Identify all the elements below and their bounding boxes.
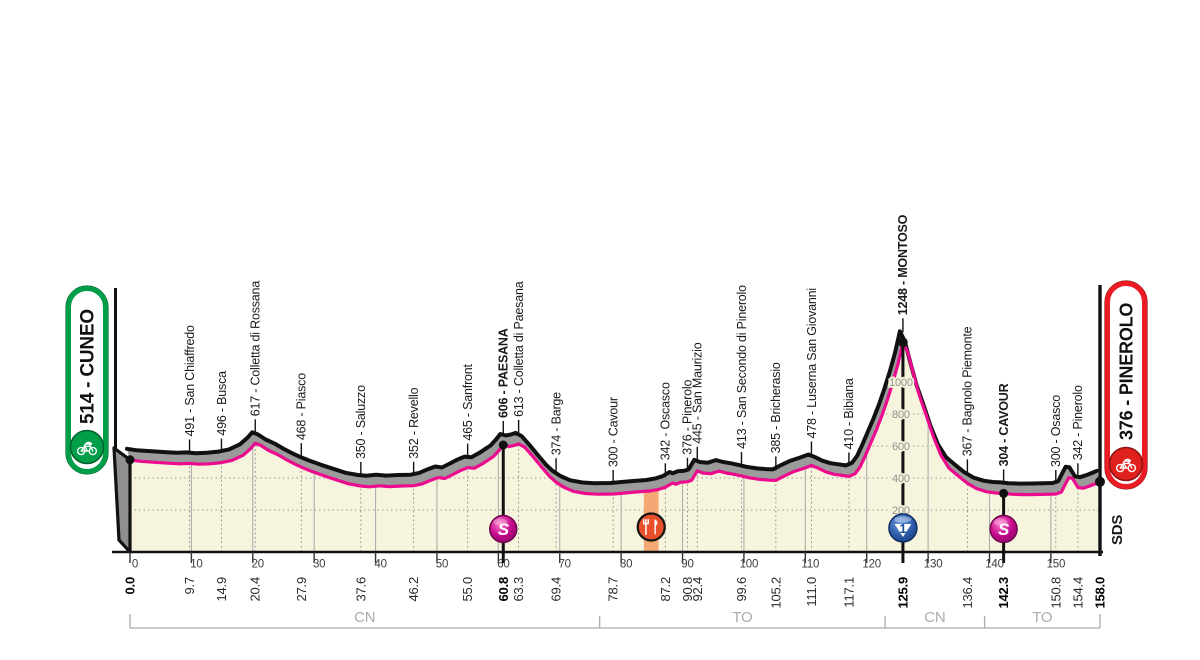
waypoint-label: 606 - PAESANA	[497, 328, 511, 418]
start-badge-label: 514 - CUNEO	[78, 309, 99, 424]
sector-label: CN	[924, 609, 945, 626]
svg-text:S: S	[498, 520, 510, 539]
svg-text:70: 70	[558, 559, 570, 571]
svg-text:40: 40	[374, 559, 386, 571]
elevation-scale-label: 1000	[889, 377, 913, 389]
km-label: 111.0	[804, 577, 819, 607]
kom-category-1-icon: 1	[888, 513, 918, 543]
waypoint-label: 468 - Piasco	[295, 373, 309, 440]
waypoint-label: 342 - Pinerolo	[1071, 385, 1085, 460]
finish-badge: 376 - PINEROLO	[1104, 280, 1148, 490]
km-label: 158.0	[1093, 577, 1108, 609]
svg-text:110: 110	[801, 559, 819, 571]
km-label: 63.3	[511, 577, 526, 602]
km-label: 154.4	[1070, 577, 1085, 609]
km-axis: 0 10 20 30 40 50 60 70 80 90 100 110 120 130 140 150 0.0…	[112, 550, 1108, 609]
km-label: 78.7	[606, 577, 621, 602]
waypoint-label: 300 - Cavour	[607, 397, 621, 467]
waypoint-label: 350 - Saluzzo	[354, 385, 368, 459]
route-dot	[999, 488, 1009, 498]
waypoint-label: 445 - San Maurizio	[691, 342, 705, 444]
route-dot	[498, 440, 508, 450]
svg-text:140: 140	[985, 559, 1004, 571]
sector-label: TO	[732, 609, 752, 626]
km-label: 90.8	[680, 577, 695, 602]
km-label: 99.6	[734, 577, 749, 602]
km-label: 136.4	[960, 577, 975, 609]
route-dot	[1095, 476, 1105, 487]
km-label: 9.7	[182, 577, 197, 594]
waypoint-label: 465 - Sanfront	[461, 363, 475, 440]
silhouette-line	[125, 329, 1099, 486]
km-label: 0.0	[123, 577, 138, 594]
svg-text:20: 20	[252, 559, 264, 571]
elevation-area	[130, 342, 1100, 552]
waypoint-label: 617 - Colletta di Rossana	[249, 281, 263, 417]
bicycle-icon	[76, 441, 98, 456]
svg-text:60: 60	[497, 559, 509, 571]
waypoint-label: 1248 - MONTOSO	[896, 214, 910, 315]
svg-text:130: 130	[924, 559, 943, 571]
waypoint-label: 413 - San Secondo di Pinerolo	[735, 285, 749, 449]
km-label: 125.9	[895, 577, 910, 609]
finish-badge-label: 376 - PINEROLO	[1117, 303, 1137, 440]
km-label: 27.9	[294, 577, 309, 602]
sector-brackets	[129, 614, 1101, 629]
elevation-scale-label: 800	[892, 409, 910, 421]
km-label: 92.4	[690, 577, 705, 602]
km-label: 105.2	[768, 577, 783, 609]
sprint-icon: S	[489, 514, 518, 544]
elevation-scale-label: 400	[892, 473, 910, 485]
waypoint-label: 304 - CAVOUR	[997, 383, 1011, 466]
km-label: 69.4	[549, 577, 564, 602]
signature: SDS	[1109, 515, 1126, 545]
svg-text:0: 0	[132, 559, 138, 571]
km-label: 14.9	[214, 577, 229, 602]
svg-text:90: 90	[681, 559, 693, 571]
km-label: 60.8	[496, 577, 511, 602]
svg-text:1: 1	[899, 521, 906, 536]
route-dot	[125, 455, 135, 465]
km-label: 117.1	[841, 577, 856, 608]
waypoint-label: 300 - Osasco	[1049, 395, 1063, 467]
km-label: 46.2	[406, 577, 421, 602]
km-label: 20.4	[248, 577, 263, 602]
waypoint-label: 613 - Colletta di Paesana	[512, 281, 526, 417]
waypoint-label: 376 - Pinerolo	[681, 380, 695, 455]
svg-text:30: 30	[313, 559, 325, 571]
km-label: 87.2	[658, 577, 673, 602]
sector-label: TO	[1032, 609, 1052, 626]
feed-zone-icon	[636, 512, 666, 542]
bicycle-icon	[1115, 458, 1137, 473]
waypoint-label: 491 - San Chiaffredo	[183, 325, 197, 436]
svg-text:10: 10	[190, 559, 202, 571]
svg-text:120: 120	[862, 559, 881, 571]
km-label: 37.6	[353, 577, 368, 602]
km-label: 150.8	[1048, 577, 1063, 609]
km-label: 142.3	[996, 577, 1011, 609]
start-badge: 514 - CUNEO	[65, 285, 109, 475]
waypoint-label: 342 - Oscasco	[659, 382, 673, 460]
waypoint-label: 478 - Luserna San Giovanni	[805, 288, 819, 438]
waypoint-label: 367 - Bagnolo Piemonte	[961, 326, 975, 456]
svg-text:100: 100	[740, 559, 759, 571]
sprint-icon: S	[989, 514, 1018, 544]
route-line	[129, 340, 1101, 497]
svg-text:S: S	[998, 520, 1010, 539]
svg-text:80: 80	[620, 559, 632, 571]
svg-text:50: 50	[436, 559, 448, 571]
elevation-scale-label: 600	[892, 441, 910, 453]
waypoint-label: 410 - Bibiana	[842, 378, 856, 449]
waypoint-label: 374 - Barge	[549, 392, 563, 455]
route-dot	[898, 337, 908, 348]
km-label: 55.0	[460, 577, 475, 602]
svg-text:150: 150	[1047, 559, 1066, 571]
sector-label: CN	[354, 609, 375, 626]
waypoint-label: 352 - Revello	[407, 387, 421, 458]
waypoint-label: 385 - Bricherasio	[769, 362, 783, 453]
waypoint-label: 496 - Busca	[215, 371, 229, 436]
